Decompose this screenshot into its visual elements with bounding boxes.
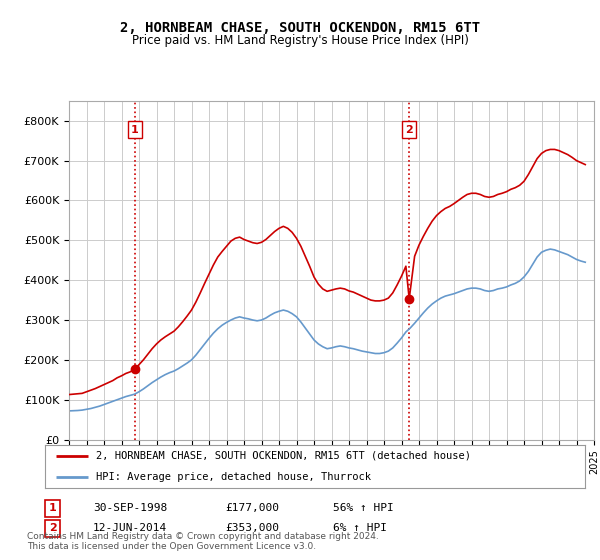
Text: £353,000: £353,000 — [225, 523, 279, 533]
Text: 2: 2 — [406, 124, 413, 134]
Text: £177,000: £177,000 — [225, 503, 279, 514]
Text: 2: 2 — [49, 523, 56, 533]
Text: 6% ↑ HPI: 6% ↑ HPI — [333, 523, 387, 533]
Text: Price paid vs. HM Land Registry's House Price Index (HPI): Price paid vs. HM Land Registry's House … — [131, 34, 469, 46]
Text: 2, HORNBEAM CHASE, SOUTH OCKENDON, RM15 6TT (detached house): 2, HORNBEAM CHASE, SOUTH OCKENDON, RM15 … — [96, 451, 472, 460]
Text: 30-SEP-1998: 30-SEP-1998 — [93, 503, 167, 514]
Text: 1: 1 — [131, 124, 139, 134]
Text: HPI: Average price, detached house, Thurrock: HPI: Average price, detached house, Thur… — [96, 473, 371, 482]
Text: Contains HM Land Registry data © Crown copyright and database right 2024.
This d: Contains HM Land Registry data © Crown c… — [27, 531, 379, 551]
Text: 12-JUN-2014: 12-JUN-2014 — [93, 523, 167, 533]
Text: 56% ↑ HPI: 56% ↑ HPI — [333, 503, 394, 514]
Text: 1: 1 — [49, 503, 56, 514]
Text: 2, HORNBEAM CHASE, SOUTH OCKENDON, RM15 6TT: 2, HORNBEAM CHASE, SOUTH OCKENDON, RM15 … — [120, 21, 480, 35]
